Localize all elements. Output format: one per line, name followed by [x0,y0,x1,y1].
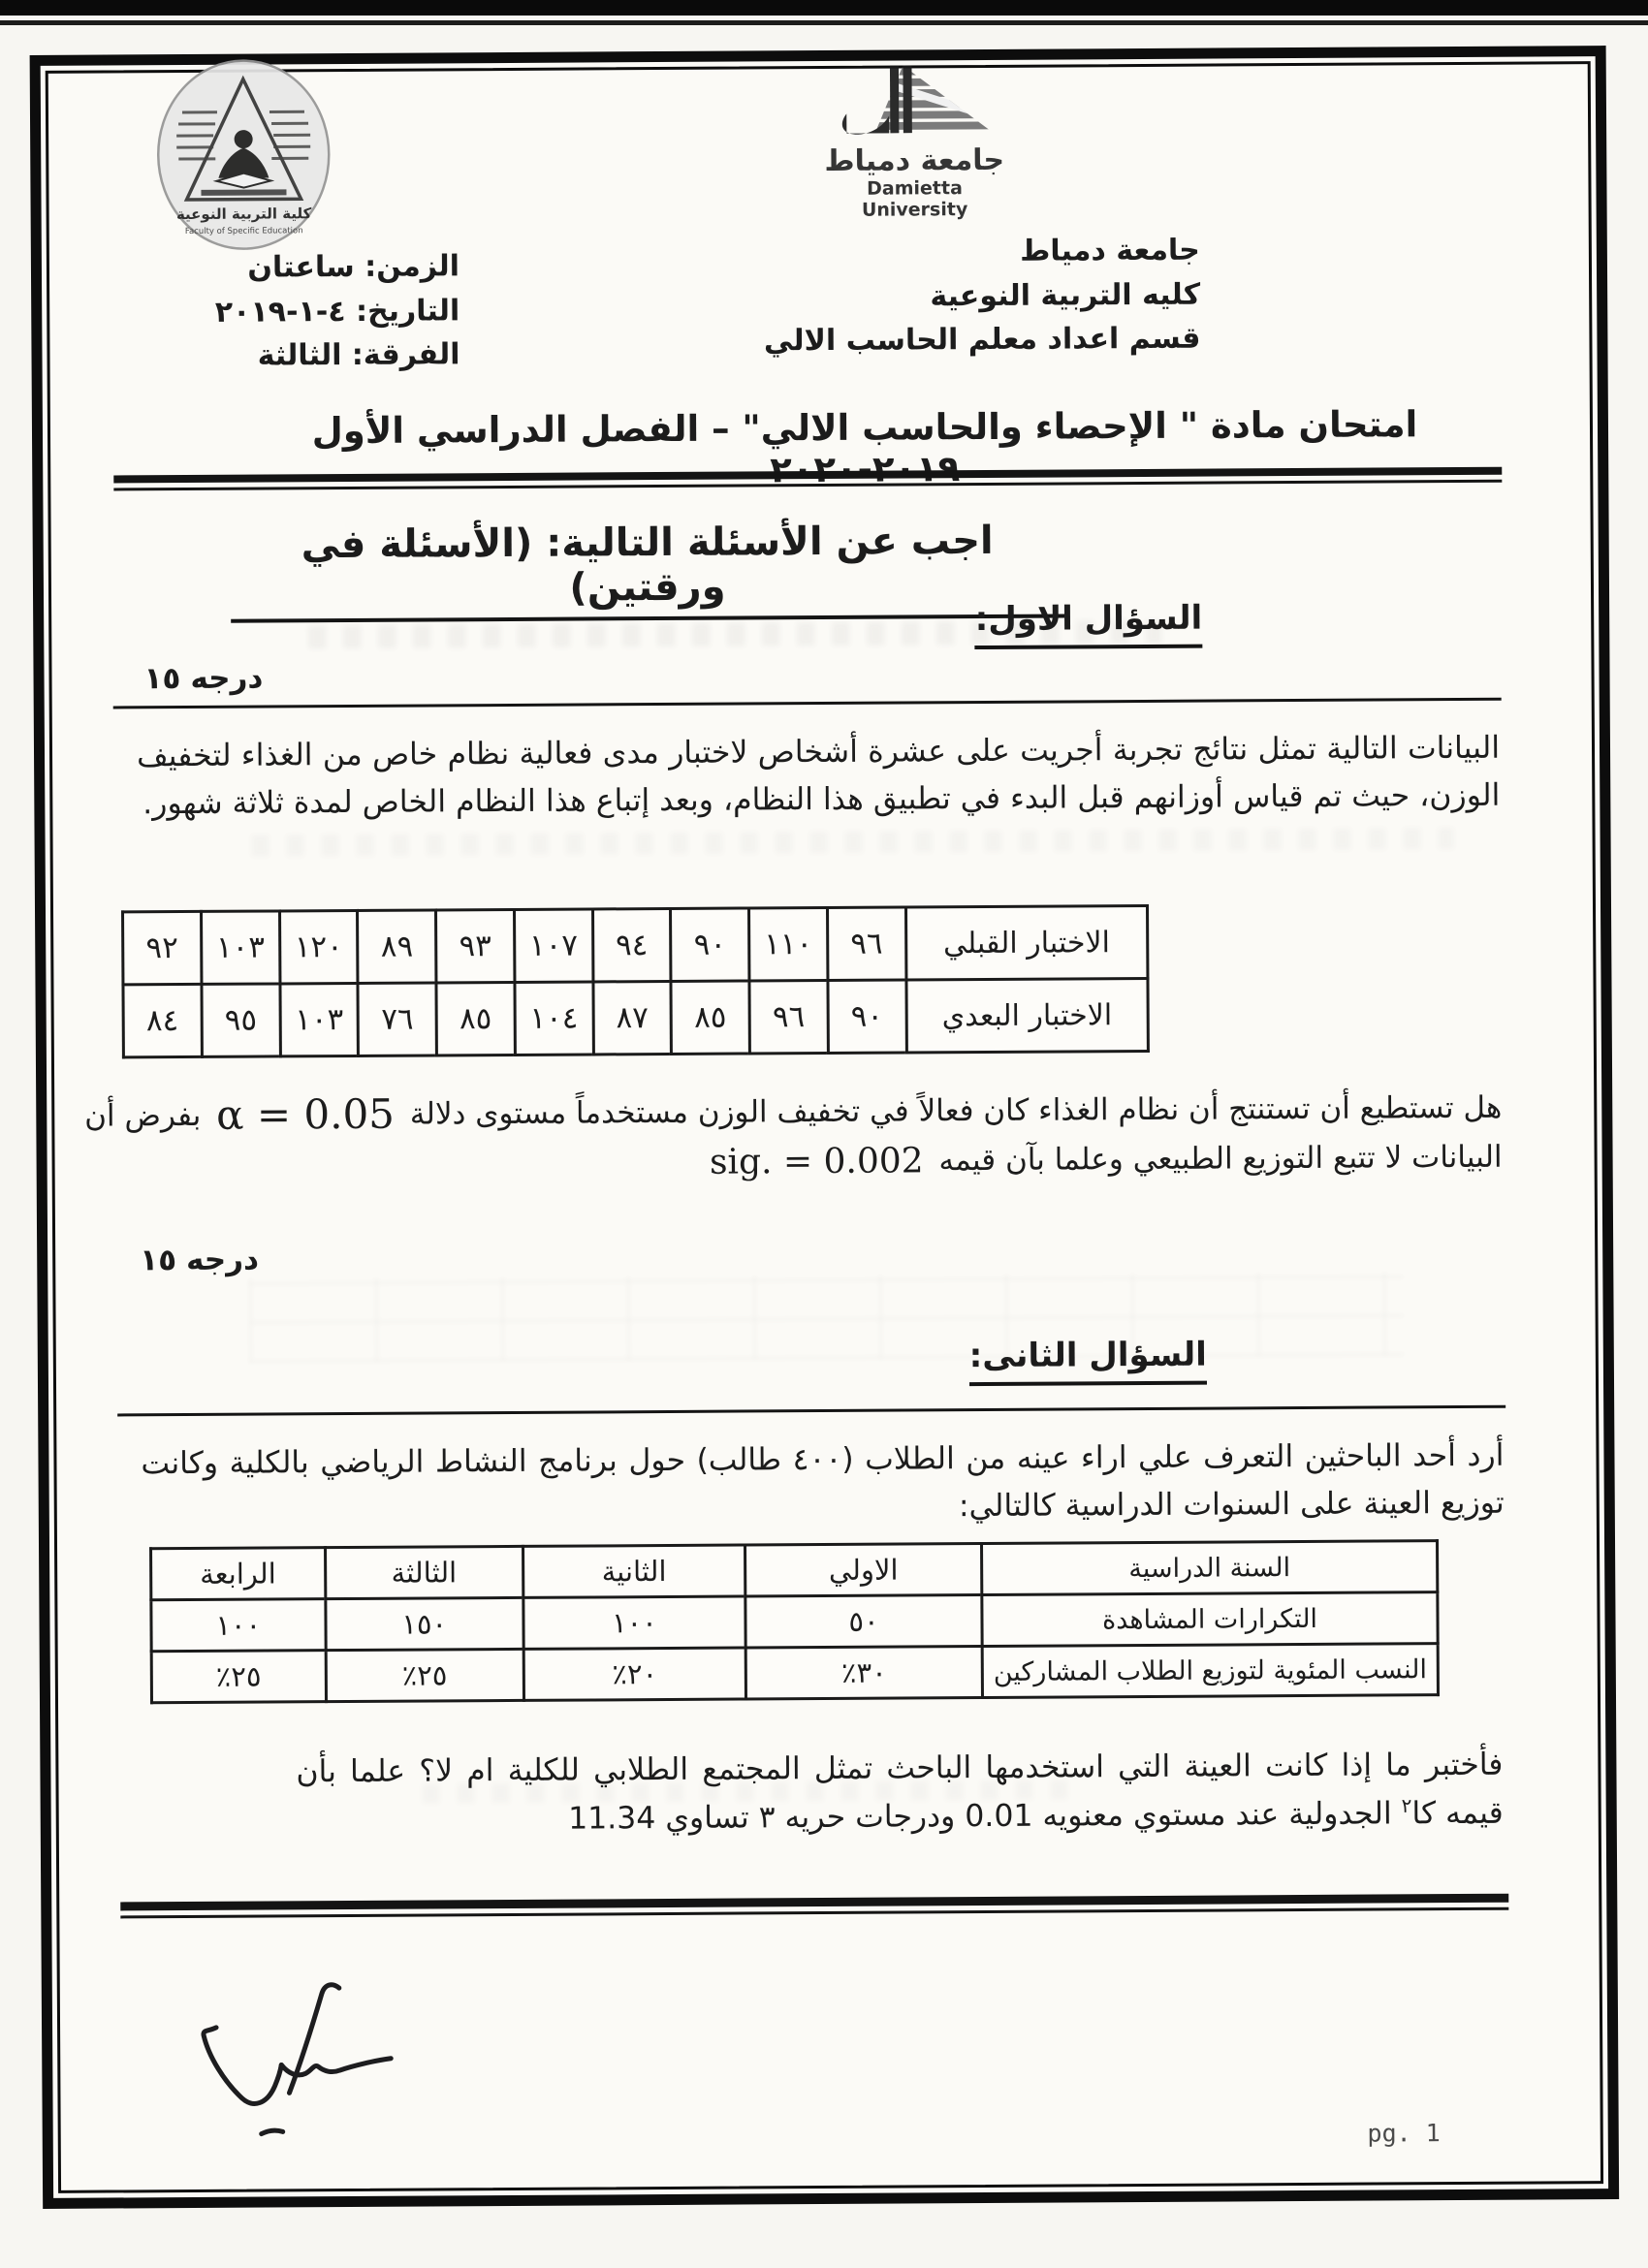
question2-table-wrap: السنة الدراسية الاولي الثانية الثالثة ال… [149,1539,1440,1705]
row-label: الاختبار البعدي [905,978,1149,1053]
prompt-text: بفرض أن [84,1097,202,1134]
closing-text: الجدولية عند مستوي معنويه 0.01 ودرجات حر… [568,1796,1392,1838]
cell: ٢٠٪ [523,1648,746,1701]
cell: ٨٥ [671,980,750,1055]
cell: ١٠٠ [523,1596,746,1650]
cell: ٨٥ [436,982,516,1055]
pre-test-row: الاختبار القبلي ٩٦ ١١٠ ٩٠ ٩٤ ١٠٧ ٩٣ ٨٩ ١… [122,905,1148,985]
exam-info-block: الزمن: ساعتان التاريخ: ٤-١-٢٠١٩ الفرقة: … [214,244,460,378]
question2-marks-value: ١٥ [140,1243,177,1278]
cell: ٩٦ [748,980,829,1054]
column-header: الثالثة [325,1546,523,1599]
question2-heading-text: السؤال الثانى: [968,1335,1208,1387]
department-name: قسم اعداد معلم الحاسب الالي [763,321,1201,359]
scan-edge-band [0,0,1648,16]
prompt-text: البيانات لا تتبع التوزيع الطبيعي وعلما ب… [938,1139,1503,1179]
row-label: الاختبار القبلي [905,905,1148,980]
cell: ١١٠ [748,907,828,981]
observed-frequencies-row: التكرارات المشاهدة ٥٠ ١٠٠ ١٥٠ ١٠٠ [150,1591,1439,1652]
examiner-signature [179,1969,442,2169]
cell: ٨٩ [357,909,437,984]
chi-square-exponent: ٢ [1401,1794,1412,1818]
column-header: السنة الدراسية [981,1540,1438,1595]
cell: ١٠٣ [201,910,280,985]
exam-duration: الزمن: ساعتان [247,249,460,285]
question1-prompt-line1: هل تستطيع أن تستنتج أن نظام الغذاء كان ف… [84,1080,1503,1139]
column-header: الرابعة [150,1547,326,1600]
prompt-text: هل تستطيع أن تستنتج أن نظام الغذاء كان ف… [409,1089,1503,1132]
cell: ٢٥٪ [151,1650,327,1703]
damietta-logo-english-name: Damietta University [861,177,968,221]
cell: ١٠٣ [279,983,359,1056]
faculty-logo-english-name: Faculty of Specific Education [185,226,303,236]
cell: ٩٠ [827,979,906,1054]
cell: ٩٠ [670,907,749,982]
exam-date: التاريخ: ٤-١-٢٠١٩ [214,293,460,330]
question1-marks: ١٥ درجه [143,661,263,697]
damietta-logo-arabic-name: جامعة دمياط [824,142,1005,178]
column-header: الثانية [523,1545,745,1598]
cell: ٥٠ [745,1594,983,1649]
faculty-logo-arabic-name: كلية التربية النوعية [176,205,312,223]
row-label: التكرارات المشاهدة [981,1591,1439,1647]
question2-marks: ١٥ درجه [140,1243,259,1278]
page-number: pg. 1 [1367,2119,1441,2148]
question1-prompt-line2: البيانات لا تتبع التوزيع الطبيعي وعلما ب… [704,1136,1503,1182]
percentages-row: النسب المئوية لتوزيع الطلاب المشاركين ٣٠… [151,1643,1439,1703]
cell: ٩٥ [201,983,281,1057]
exam-grade-year: الفرقة: الثالثة [257,337,460,373]
cell: ١٢٠ [279,910,359,984]
alpha-level-value: α = 0.05 [216,1089,396,1139]
pre-post-test-table: الاختبار القبلي ٩٦ ١١٠ ٩٠ ٩٤ ١٠٧ ٩٣ ٨٩ ١… [121,903,1150,1059]
damietta-logo-block: جامعة دمياط Damietta University [817,65,1012,221]
exam-instruction-text: اجب عن الأسئلة التالية: (الأسئلة في ورقت… [230,518,1065,623]
question1-heading-text: السؤال الاول: [974,598,1203,650]
cell: ١٠٤ [514,981,594,1055]
scan-edge-band-thin [0,20,1648,25]
faculty-name: كليه التربية النوعية [930,277,1201,313]
sig-value: sig. = 0.002 [709,1141,924,1182]
faculty-logo: كلية التربية النوعية Faculty of Specific… [153,57,334,252]
question1-marks-value: ١٥ [143,661,181,697]
exam-instruction: اجب عن الأسئلة التالية: (الأسئلة في ورقت… [230,518,1065,623]
cell: ١٠٠ [150,1598,326,1652]
university-name: جامعة دمياط [1020,233,1200,268]
cell: ٧٦ [358,982,437,1056]
cell: ١٠٧ [514,908,593,983]
signature-icon [201,1982,394,2137]
header-row: السنة الدراسية الاولي الثانية الثالثة ال… [150,1540,1438,1600]
cell: ٩٢ [122,911,202,985]
cell: ٣٠٪ [745,1646,983,1700]
question1-table-wrap: الاختبار القبلي ٩٦ ١١٠ ٩٠ ٩٤ ١٠٧ ٩٣ ٨٩ ١… [121,903,1150,1059]
cell: ٨٧ [592,981,672,1055]
question1-marks-label: درجه [190,660,264,696]
student-distribution-table: السنة الدراسية الاولي الثانية الثالثة ال… [149,1539,1440,1705]
damietta-university-logo-icon [841,65,994,135]
question2-closing: فأختبر ما إذا كانت العينة التي استخدمها … [296,1741,1504,1845]
row-label: النسب المئوية لتوزيع الطلاب المشاركين [982,1643,1439,1698]
question1-heading: السؤال الاول: [974,598,1203,650]
question2-marks-label: درجه [185,1242,260,1278]
cell: ٢٥٪ [325,1649,524,1702]
question2-intro: أرد أحد الباحثين التعرف علي اراء عينه من… [141,1437,1505,1524]
cell: ٩٣ [435,909,515,983]
question1-intro: البيانات التالية تمثل نتائج تجربة أجريت … [136,730,1501,822]
column-header: الاولي [745,1543,982,1597]
faculty-of-specific-education-logo-icon: كلية التربية النوعية Faculty of Specific… [156,59,331,250]
cell: ٩٤ [592,908,672,982]
university-header-block: جامعة دمياط كليه التربية النوعية قسم اعد… [763,229,1201,364]
cell: ٨٤ [122,984,203,1057]
cell: ٩٦ [827,906,906,981]
cell: ١٥٠ [325,1597,523,1651]
question2-heading: السؤال الثانى: [968,1335,1208,1387]
post-test-row: الاختبار البعدي ٩٠ ٩٦ ٨٥ ٨٧ ١٠٤ ٨٥ ٧٦ ١٠… [122,978,1149,1057]
